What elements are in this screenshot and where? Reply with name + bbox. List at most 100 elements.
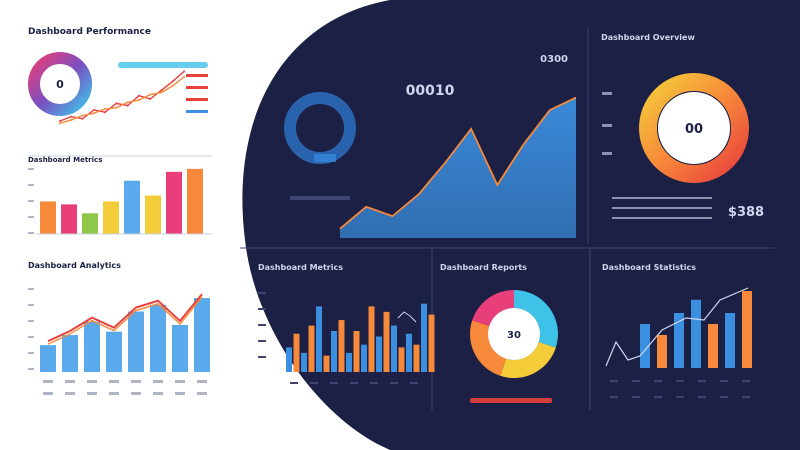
bottom-1-bar [346,352,352,372]
bottom-3-bar [691,299,701,368]
left-combo-line [47,293,203,343]
left-bottom-panel: Dashboard Analytics [28,261,210,395]
bottom-panel-3: Dashboard Statistics [602,263,752,398]
left-line-point [183,70,185,73]
left-line-point [70,115,73,118]
left-combo-tick [28,352,34,354]
left-combo-xtick [175,392,185,395]
left-line-point [92,109,95,111]
bottom-3-bar-chart [605,287,752,398]
legend-bar-3 [186,86,208,89]
left-combo-bar [172,324,188,372]
left-combo-xtick [43,380,53,383]
left-line-point [104,111,107,114]
left-line-point [160,89,163,92]
bottom-1-bar [383,311,390,372]
left-top-panel: Dashboard Performance 0 [28,27,208,125]
legend-bar-2 [186,74,208,77]
bottom-3-xtick [654,380,662,382]
bottom-1-bar [293,333,300,372]
bottom-1-bar [286,347,292,372]
bottom-1-bar [331,331,337,372]
left-line-point [81,117,84,120]
bottom-3-xtick [632,380,640,382]
left-combo-xtick [153,392,163,395]
left-bar-tick [28,232,34,234]
bottom-2-hole [488,308,540,360]
bottom-1-xtick [350,382,358,384]
left-bar [103,201,119,234]
bottom-1-xtick [330,382,338,384]
bottom-1-ytick [258,340,266,342]
bottom-3-xtick [610,380,618,382]
top-right-panel: Dashboard Overview 00 $388 [601,33,764,220]
bottom-1-bar [376,336,382,372]
left-combo-bar [40,345,56,372]
left-line-point [137,94,140,97]
left-line-series-2 [59,76,185,124]
bottom-1-xtick [370,382,378,384]
left-donut [28,52,92,116]
legend-bar-5 [186,110,208,113]
top-right-axis-labels [602,92,612,155]
left-line-point [171,84,174,87]
bottom-2-slice [500,342,556,378]
left-bar [124,180,140,234]
left-combo-tick [28,320,34,322]
left-top-title: Dashboard Performance [28,27,151,37]
bottom-2-title: Dashboard Reports [440,263,527,272]
top-middle-donut [284,92,356,164]
bottom-panel-2: Dashboard Reports 30 [440,263,558,403]
left-combo-bar [150,304,166,372]
left-line-chart [59,70,185,125]
bottom-3-xtick [698,380,706,382]
top-area-chart [339,96,577,238]
left-combo-bar [128,311,144,372]
legend-bar-4 [186,98,208,101]
bottom-1-bar [406,333,412,372]
left-line-point [183,76,185,78]
left-bar [61,204,77,234]
left-combo-bar [62,335,78,372]
bottom-3-xtick [698,396,706,398]
bottom-3-bar [657,335,667,368]
bottom-3-xtick [610,396,618,398]
left-combo-tick [28,304,34,306]
left-donut-label: 0 [56,78,64,91]
left-combo-xtick [131,392,141,395]
left-combo-line-2 [47,296,203,345]
bottom-1-xtick [290,382,298,384]
bottom-3-xtick [676,380,684,382]
left-combo-xtick [197,392,207,395]
left-combo-bar [194,298,210,372]
bottom-2-progress-bar [470,398,552,403]
left-combo-xtick [87,380,97,383]
left-combo-xtick [153,380,163,383]
bottom-1-xtick [390,382,398,384]
bottom-1-ytick [258,356,266,358]
left-combo-bar [84,321,100,372]
bottom-1-bar [323,355,330,372]
left-combo-tick [28,288,34,290]
bottom-1-bar [391,325,397,372]
top-right-lines [612,197,712,219]
bottom-1-bar [353,331,360,372]
bottom-3-bar [742,291,752,368]
left-bar-tick [28,168,34,170]
left-bar-tick [28,216,34,218]
bottom-1-bar [316,306,322,372]
top-right-donut-center: 00 [685,122,703,137]
left-line-point [149,93,152,96]
left-combo-xtick [87,392,97,395]
left-combo-tick [28,336,34,338]
left-bar-chart [28,168,212,235]
bottom-2-pie-chart [470,290,558,378]
bottom-1-bar [308,325,315,372]
left-combo-chart [28,288,210,395]
bottom-1-xtick [410,382,418,384]
left-bottom-title: Dashboard Analytics [28,261,121,270]
bottom-3-xtick [676,396,684,398]
left-line-point [59,120,61,122]
top-middle-panel: 0300 00010 [284,54,577,238]
bottom-3-xtick [742,396,750,398]
